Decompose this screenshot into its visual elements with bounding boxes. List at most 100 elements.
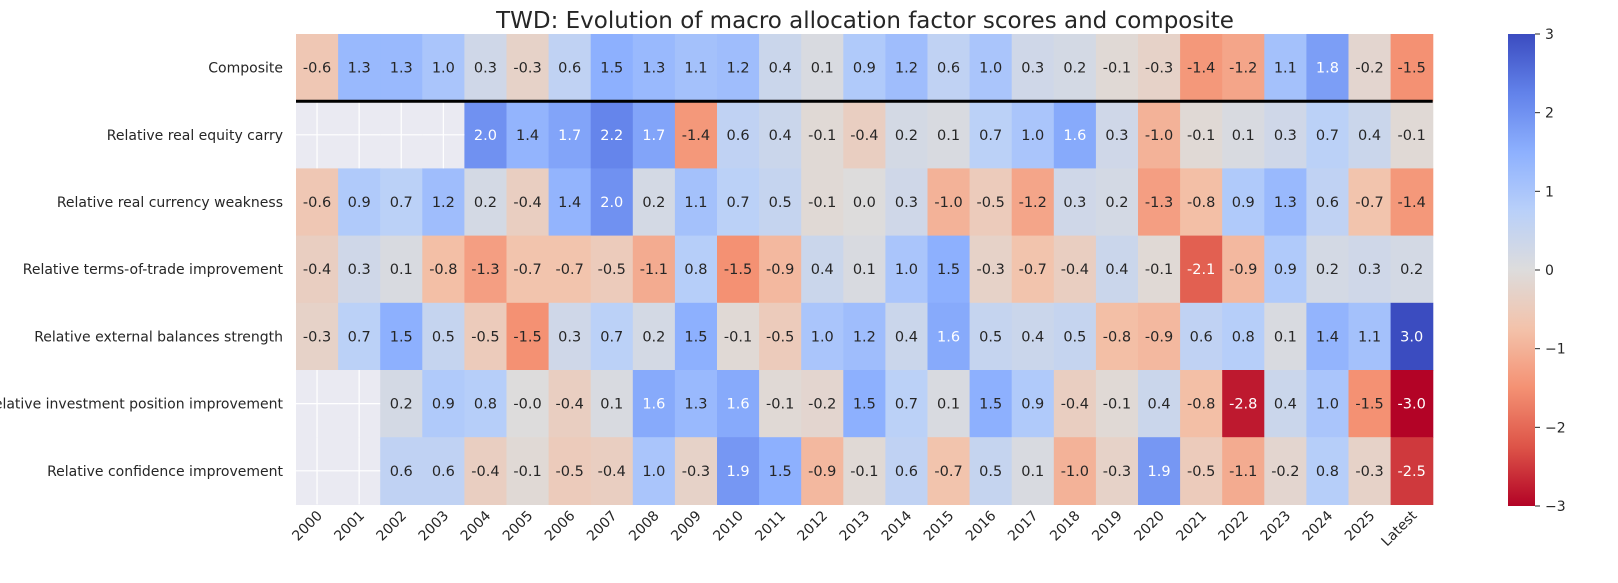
heatmap-cell [674, 34, 718, 102]
heatmap-cell [1390, 437, 1434, 505]
cell-value-label: 1.0 [1021, 128, 1044, 144]
cell-value-label: -1.5 [1355, 397, 1383, 413]
missing-grid [296, 101, 465, 505]
cell-value-label: 0.6 [937, 61, 960, 77]
heatmap-cell [969, 437, 1013, 505]
heatmap-cell [1264, 370, 1307, 438]
cell-value-label: -0.7 [556, 262, 584, 278]
cell-value-label: -0.9 [1145, 329, 1173, 345]
cell-value-label: 0.3 [1358, 262, 1381, 278]
cell-value-label: -1.2 [1229, 61, 1257, 77]
column-label: 2021 [1173, 508, 1210, 545]
heatmap-cell [1306, 370, 1350, 438]
heatmap-cell [338, 235, 381, 304]
cell-value-label: 1.0 [895, 262, 918, 278]
heatmap-cell [1138, 34, 1181, 102]
cell-value-label: -1.3 [471, 262, 499, 278]
cell-value-label: -0.5 [598, 262, 626, 278]
column-label: 2003 [416, 508, 453, 545]
heatmap-cell [380, 370, 423, 438]
cell-value-label: 0.3 [1105, 128, 1128, 144]
row-label: Relative real currency weakness [57, 195, 283, 211]
heatmap-cell [548, 168, 592, 237]
column-label: 2008 [626, 508, 663, 545]
heatmap-cell [927, 302, 971, 371]
heatmap-cell [464, 302, 508, 371]
heatmap-cell [506, 302, 550, 371]
cell-value-label: 1.3 [348, 61, 371, 77]
cell-value-label: -0.1 [1398, 128, 1426, 144]
heatmap-cell [1138, 168, 1181, 237]
heatmap-cell [1053, 235, 1097, 304]
heatmap-cell [632, 437, 676, 505]
heatmap-cell [885, 101, 929, 169]
cell-value-label: -2.1 [1187, 262, 1215, 278]
cell-value-label: 0.4 [769, 128, 792, 144]
heatmap-cell [1095, 235, 1139, 304]
cell-value-label: 0.1 [1274, 329, 1297, 345]
heatmap-cell [759, 34, 802, 102]
column-label: 2014 [879, 508, 916, 545]
cell-value-label: -0.7 [1019, 262, 1047, 278]
cell-value-label: 1.5 [979, 397, 1002, 413]
heatmap-cell [843, 302, 886, 371]
cell-value-label: -0.0 [513, 397, 541, 413]
cell-value-label: -0.7 [1355, 195, 1383, 211]
heatmap-cell [759, 235, 802, 304]
heatmap-cell [1306, 168, 1350, 237]
heatmap-cell [927, 437, 971, 505]
heatmap-cell [506, 168, 550, 237]
cell-value-label: 1.9 [1148, 464, 1171, 480]
colorbar-tick-label: −3 [1545, 499, 1566, 515]
cell-value-label: 0.8 [1316, 464, 1339, 480]
heatmap-cell [506, 101, 550, 169]
cell-value-label: 1.1 [684, 61, 707, 77]
column-label: 2012 [795, 508, 832, 545]
heatmap-cell [969, 101, 1013, 169]
heatmap-cell [506, 437, 550, 505]
heatmap-cell [1348, 34, 1392, 102]
heatmap-cell [674, 235, 718, 304]
cell-value-label: -1.4 [1398, 195, 1426, 211]
cell-value-label: 0.4 [895, 329, 918, 345]
colorbar-tick-label: 3 [1545, 27, 1554, 43]
cell-value-label: -0.9 [766, 262, 794, 278]
cell-value-label: 1.3 [642, 61, 665, 77]
column-label: 2010 [710, 508, 747, 545]
cell-value-label: 0.1 [1021, 464, 1044, 480]
cell-value-label: 0.7 [895, 397, 918, 413]
heatmap-cell [843, 437, 886, 505]
cell-value-label: 1.2 [895, 61, 918, 77]
heatmap-cell [1180, 437, 1223, 505]
cell-value-label: 1.2 [853, 329, 876, 345]
cell-value-label: 0.6 [895, 464, 918, 480]
cell-value-label: 0.1 [1232, 128, 1255, 144]
heatmap-cell [1264, 302, 1307, 371]
cell-value-label: -0.4 [1061, 262, 1089, 278]
cell-value-label: 1.5 [600, 61, 623, 77]
heatmap-cell [1222, 370, 1265, 438]
cell-value-label: 0.7 [727, 195, 750, 211]
cell-value-label: -0.9 [808, 464, 836, 480]
cell-value-label: 0.1 [937, 128, 960, 144]
heatmap-cell [380, 302, 423, 371]
heatmap-cell [1348, 437, 1392, 505]
cell-value-label: -0.3 [1355, 464, 1383, 480]
cell-value-label: 1.3 [390, 61, 413, 77]
cell-value-label: -1.5 [513, 329, 541, 345]
heatmap-cell [717, 437, 760, 505]
column-label: 2000 [289, 508, 326, 545]
heatmap-cell [1348, 370, 1392, 438]
cell-value-label: -0.1 [850, 464, 878, 480]
cell-value-label: 0.2 [474, 195, 497, 211]
cell-value-label: 0.6 [1190, 329, 1213, 345]
column-label: 2024 [1300, 508, 1337, 545]
cell-value-label: 2.0 [474, 128, 497, 144]
row-labels: Composite Relative real equity carry Relat… [0, 61, 284, 480]
heatmap-cell [1222, 34, 1265, 102]
cell-value-label: 1.6 [642, 397, 665, 413]
cell-value-label: 0.6 [558, 61, 581, 77]
heatmap-cell [1348, 235, 1392, 304]
cell-value-label: -0.8 [1187, 397, 1215, 413]
cell-value-label: 0.9 [1021, 397, 1044, 413]
